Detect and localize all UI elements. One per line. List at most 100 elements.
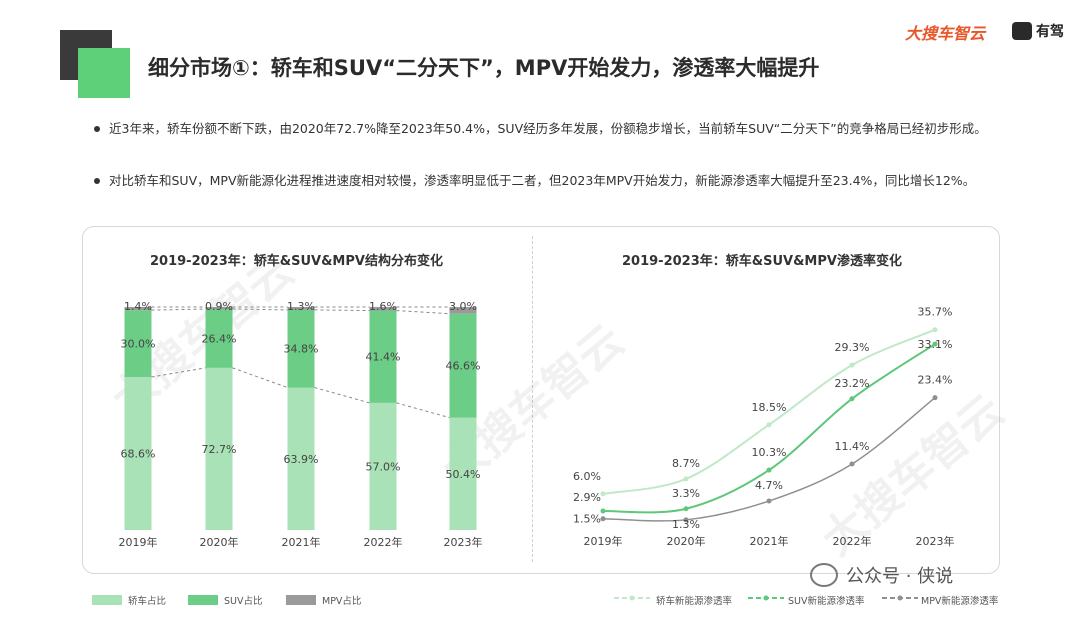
label-sedan: 29.3% [835, 341, 870, 354]
legend-line-suv-icon [748, 595, 784, 601]
legend-swatch-suv [188, 595, 218, 605]
x-tick-label: 2021年 [282, 535, 321, 549]
bar-label-sedan: 72.7% [202, 443, 237, 456]
bar-label-mpv: 3.0% [449, 300, 477, 313]
bar-label-suv: 41.4% [366, 351, 401, 364]
label-mpv: 1.3% [672, 518, 700, 531]
bar-sedan [369, 402, 397, 530]
point-sedan [932, 327, 938, 333]
legend-swatch-mpv [286, 595, 316, 605]
bullet-text: 近3年来，轿车份额不断下跌，由2020年72.7%降至2023年50.4%，SU… [109, 121, 987, 136]
x-tick-label: 2022年 [833, 534, 872, 548]
legend-suv: SUV占比 [188, 593, 262, 607]
bullet-dot-icon [94, 178, 100, 184]
bar-suv [449, 313, 477, 418]
decor-square-green [78, 48, 130, 98]
bullet-2: 对比轿车和SUV，MPV新能源化进程推进速度相对较慢，渗透率明显低于二者，但20… [94, 170, 994, 192]
legend-swatch-sedan [92, 595, 122, 605]
label-sedan: 8.7% [672, 457, 700, 470]
bar-sedan [449, 417, 477, 530]
point-sedan [683, 476, 689, 482]
label-suv: 23.2% [835, 377, 870, 390]
legend-label-mpv: MPV占比 [322, 596, 362, 607]
label-mpv: 11.4% [835, 440, 870, 453]
bar-suv [287, 309, 315, 388]
point-mpv [683, 517, 689, 523]
bar-chart-title: 2019-2023年：轿车&SUV&MPV结构分布变化 [150, 254, 443, 269]
wechat-icon [810, 563, 838, 587]
bar-label-suv: 26.4% [202, 332, 237, 345]
connector-line [314, 309, 370, 312]
point-mpv [932, 395, 938, 401]
bar-label-suv: 46.6% [446, 360, 481, 373]
bar-label-sedan: 57.0% [366, 460, 401, 473]
line-chart-title: 2019-2023年：轿车&SUV&MPV渗透率变化 [622, 254, 902, 269]
legend-sedan: 轿车占比 [92, 593, 166, 607]
bar-sedan [287, 387, 315, 530]
point-suv [766, 467, 772, 473]
bar-mpv [369, 307, 397, 311]
x-tick-label: 2019年 [119, 535, 158, 549]
legend-line-mpv-icon [882, 595, 918, 601]
brand-logo-youjia: 有驾 [1036, 24, 1064, 40]
bar-label-suv: 30.0% [121, 338, 156, 351]
bar-label-mpv: 1.6% [369, 300, 397, 313]
brand-logo: 大搜车智云 [905, 24, 986, 43]
point-suv [600, 508, 606, 514]
x-tick-label: 2023年 [916, 534, 955, 548]
page-title: 细分市场①：轿车和SUV“二分天下”，MPV开始发力，渗透率大幅提升 [148, 56, 820, 80]
point-suv [849, 396, 855, 402]
label-mpv: 1.5% [573, 513, 601, 526]
connector-line [232, 308, 288, 311]
point-sedan [600, 491, 606, 497]
point-suv [932, 341, 938, 347]
bar-mpv [287, 307, 315, 310]
connector-line [232, 367, 288, 388]
wechat-watermark: 公众号 · 侠说 [810, 562, 953, 588]
point-suv [683, 506, 689, 512]
x-tick-label: 2022年 [364, 535, 403, 549]
bullet-dot-icon [94, 126, 100, 132]
legend-label-suv: SUV占比 [224, 596, 263, 607]
bullet-1: 近3年来，轿车份额不断下跌，由2020年72.7%降至2023年50.4%，SU… [94, 118, 994, 140]
label-sedan: 6.0% [573, 470, 601, 483]
bar-mpv [205, 307, 233, 310]
bar-suv [369, 310, 397, 403]
legend-line-sedan-label: 轿车新能源渗透率 [656, 596, 733, 607]
x-tick-label: 2019年 [584, 534, 623, 548]
point-mpv [849, 461, 855, 467]
bar-sedan [205, 367, 233, 530]
label-suv: 3.3% [672, 487, 700, 500]
legend-line-sedan-icon [614, 595, 650, 601]
x-tick-label: 2023年 [444, 535, 483, 549]
label-sedan: 35.7% [918, 306, 953, 319]
connector-line [151, 308, 206, 311]
bar-mpv [124, 307, 152, 311]
bar-label-suv: 34.8% [284, 343, 319, 356]
bar-label-mpv: 1.3% [287, 300, 315, 313]
point-mpv [600, 516, 606, 522]
chart-panel [82, 226, 1000, 574]
youjia-logo-icon [1012, 22, 1032, 40]
bar-label-sedan: 63.9% [284, 453, 319, 466]
point-sedan [766, 422, 772, 428]
legend-label-sedan: 轿车占比 [128, 596, 167, 607]
bar-label-mpv: 0.9% [205, 300, 233, 313]
bar-chart: 68.6% 30.0% 1.4% 2019年 72.7% 26.4% 0.9% 2020年 63… [119, 300, 483, 549]
bar-mpv [449, 307, 477, 314]
bar-suv [124, 310, 152, 378]
label-sedan: 18.5% [752, 401, 787, 414]
legend-line-mpv-label: MPV新能源渗透率 [921, 596, 999, 607]
bar-sedan [124, 377, 152, 530]
x-tick-label: 2020年 [200, 535, 239, 549]
bullet-text: 对比轿车和SUV，MPV新能源化进程推进速度相对较慢，渗透率明显低于二者，但20… [109, 173, 976, 188]
label-suv: 10.3% [752, 446, 787, 459]
legend-mpv: MPV占比 [286, 593, 361, 607]
line-chart: 6.0% 8.7% 18.5% 29.3% 35.7% 2.9% 3.3% 10.3% 23.2… [573, 306, 955, 548]
bar-label-sedan: 50.4% [446, 468, 481, 481]
panel-divider [532, 236, 533, 562]
bar-label-mpv: 1.4% [124, 300, 152, 313]
legend-line-suv-label: SUV新能源渗透率 [788, 596, 865, 607]
connector-line [396, 310, 450, 315]
connector-line [396, 402, 450, 419]
